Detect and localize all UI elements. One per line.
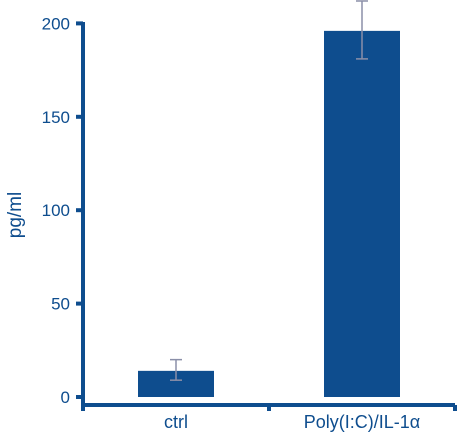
x-tick-label: ctrl [164,412,188,432]
x-axis: ctrl Poly(I:C)/IL-1α [81,403,457,432]
y-axis-title: pg/ml [5,192,26,238]
bars [138,30,400,397]
y-tick-label: 100 [42,201,70,220]
y-tick-label: 150 [42,108,70,127]
y-tick-label: 200 [42,14,70,33]
y-tick-label: 50 [51,295,70,314]
x-tick-label: Poly(I:C)/IL-1α [304,412,420,432]
y-axis: 0 50 100 150 200 [42,14,85,407]
error-bars [170,0,368,381]
y-tick-label: 0 [61,388,70,407]
bar [324,30,400,397]
